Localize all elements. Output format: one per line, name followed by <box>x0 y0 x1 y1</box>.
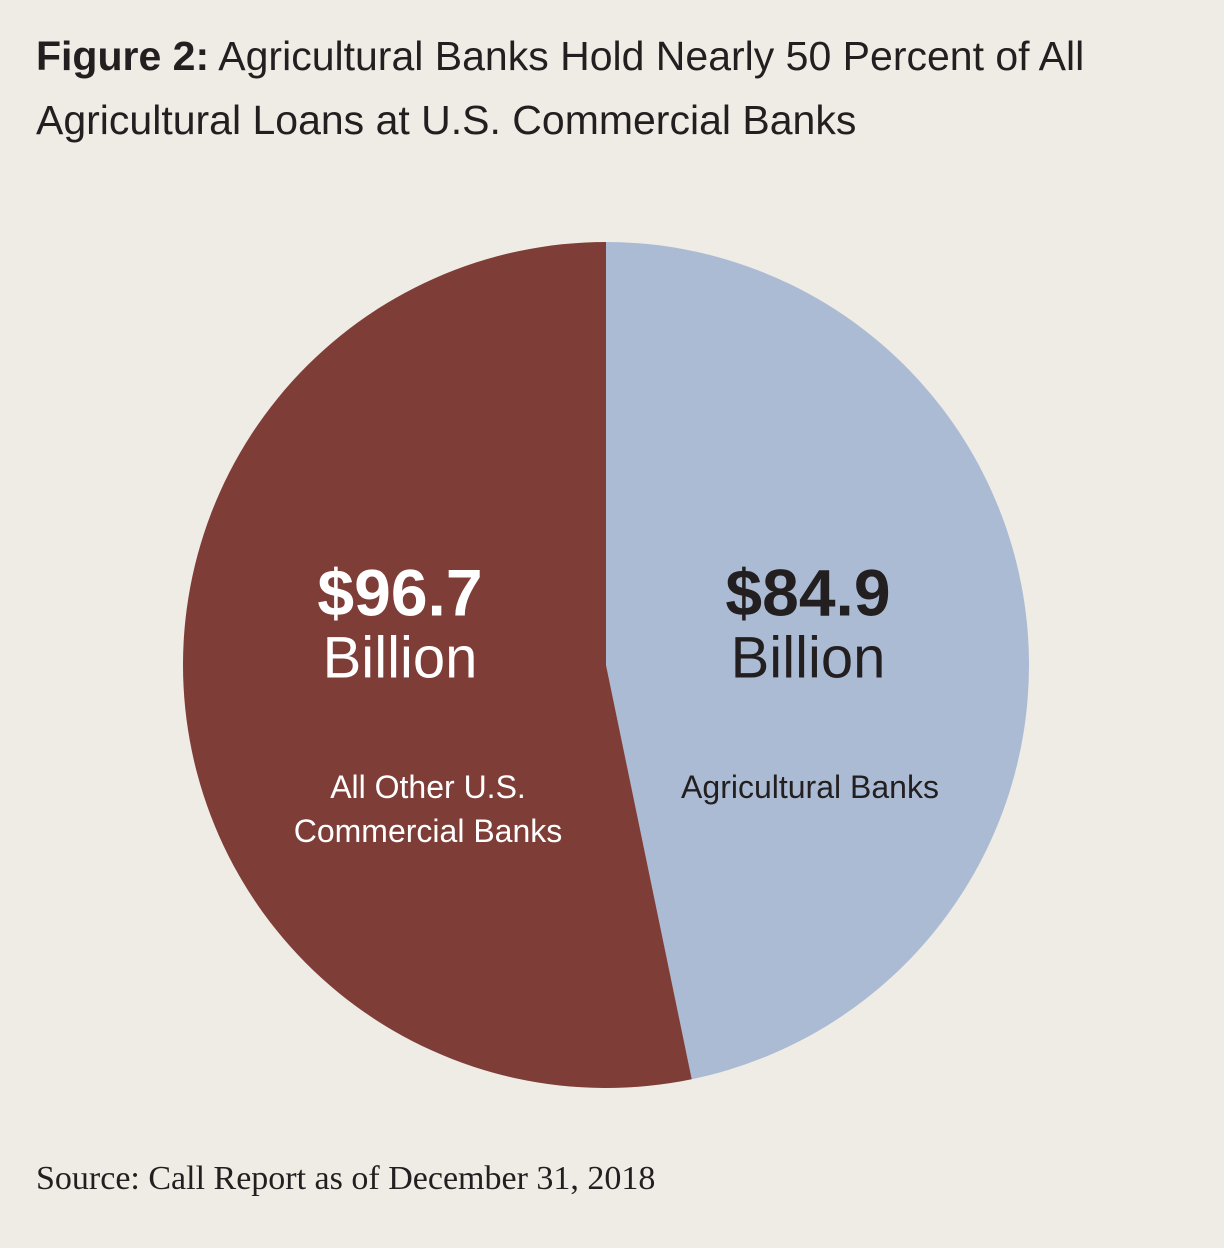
unit-label: Billion <box>323 625 478 690</box>
pie-slice <box>182 242 692 1088</box>
chart-title: Figure 2: Agricultural Banks Hold Nearly… <box>36 24 1126 152</box>
source-note: Source: Call Report as of December 31, 2… <box>36 1160 656 1197</box>
category-label: Agricultural Banks <box>681 769 939 805</box>
category-label: All Other U.S. Commercial Banks <box>293 769 563 849</box>
value-label: $84.9 <box>725 555 890 629</box>
value-label: $96.7 <box>317 555 482 629</box>
title-text: Agricultural Banks Hold Nearly 50 Percen… <box>36 33 1085 143</box>
pie-slice <box>606 242 1029 1080</box>
title-prefix: Figure 2: <box>36 33 210 79</box>
unit-label: Billion <box>731 625 886 690</box>
